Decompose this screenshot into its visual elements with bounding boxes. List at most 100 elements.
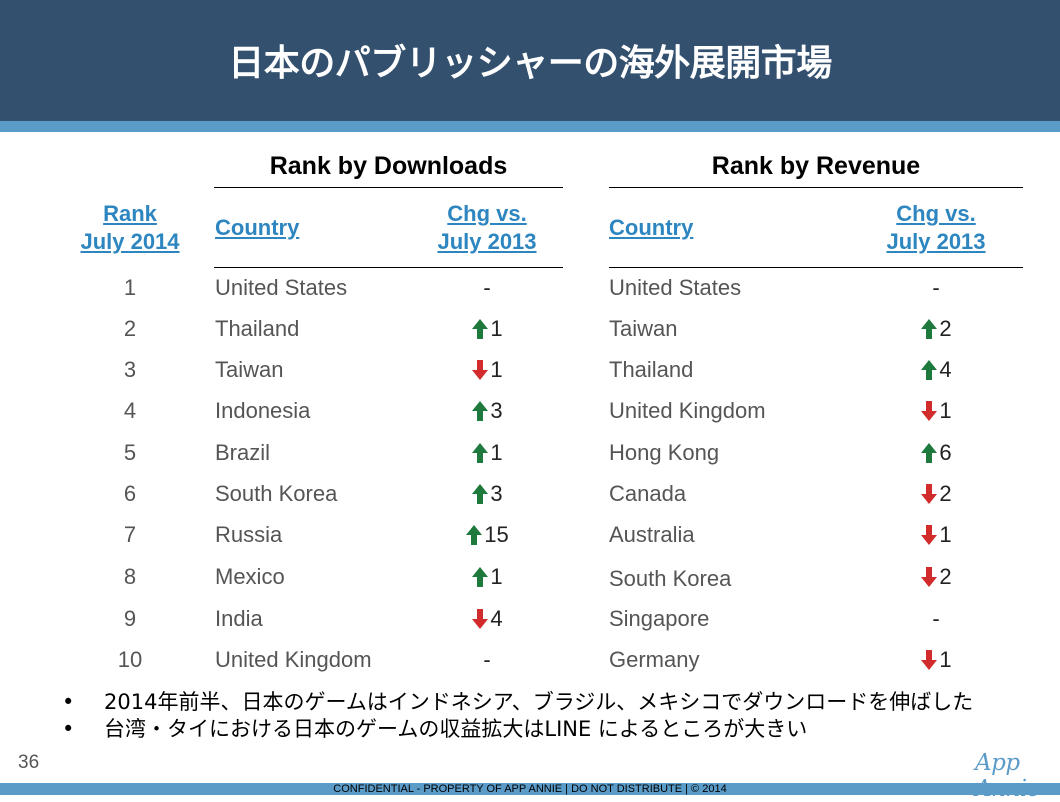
- downloads-chg-header-line2: July 2013: [437, 229, 537, 254]
- downloads-country-cell: United States: [215, 275, 348, 300]
- downloads-top-rule: [214, 187, 563, 188]
- revenue-change-cell: 4: [886, 357, 986, 383]
- revenue-country-cell: South Korea: [609, 566, 732, 591]
- change-value: -: [483, 647, 491, 672]
- rank-header-line1: Rank: [103, 201, 157, 226]
- bullet-dot: •: [62, 717, 75, 741]
- downloads-country-cell: Thailand: [215, 316, 300, 341]
- downloads-country-cell: United Kingdom: [215, 647, 372, 672]
- rank-cell: 6: [123, 481, 137, 506]
- change-value: -: [932, 275, 940, 300]
- revenue-country-cell: United Kingdom: [609, 398, 766, 423]
- change-value: 2: [939, 564, 952, 589]
- change-value: 15: [484, 522, 509, 547]
- downloads-country-cell: India: [215, 606, 263, 631]
- change-value: 3: [490, 398, 503, 423]
- change-value: 1: [490, 440, 503, 465]
- up-arrow-icon: [472, 443, 489, 463]
- downloads-change-cell: 1: [437, 316, 537, 342]
- revenue-change-cell: 1: [886, 522, 986, 548]
- up-arrow-icon: [472, 319, 489, 339]
- bullet-item: • 台湾・タイにおける日本のゲームの収益拡大はLINE によるところが大きい: [62, 716, 1042, 743]
- rank-cell: 4: [123, 398, 137, 423]
- revenue-change-cell: 6: [886, 440, 986, 466]
- downloads-country-cell: South Korea: [215, 481, 338, 506]
- rank-cell: 1: [123, 275, 137, 300]
- revenue-change-cell: 2: [886, 316, 986, 342]
- up-arrow-icon: [466, 525, 483, 545]
- up-arrow-icon: [921, 319, 938, 339]
- revenue-chg-header[interactable]: Chg vs. July 2013: [866, 200, 1006, 256]
- page-number: 36: [18, 752, 40, 773]
- down-arrow-icon: [472, 360, 489, 380]
- downloads-chg-header-line1: Chg vs.: [447, 201, 527, 226]
- downloads-country-cell: Indonesia: [215, 398, 311, 423]
- downloads-change-cell: 3: [437, 398, 537, 424]
- revenue-country-header[interactable]: Country: [609, 215, 694, 240]
- downloads-change-cell: 1: [437, 564, 537, 590]
- down-arrow-icon: [921, 401, 938, 421]
- revenue-chg-header-line2: July 2013: [886, 229, 986, 254]
- down-arrow-icon: [921, 567, 938, 587]
- revenue-country-cell: Singapore: [609, 606, 710, 631]
- revenue-change-cell: -: [886, 606, 986, 632]
- change-value: -: [483, 275, 491, 300]
- bullet-list: • 2014年前半、日本のゲームはインドネシア、ブラジル、メキシコでダウンロード…: [62, 689, 1042, 743]
- rank-cell: 8: [123, 564, 137, 589]
- change-value: 1: [939, 647, 952, 672]
- up-arrow-icon: [472, 567, 489, 587]
- rank-cell: 10: [117, 647, 143, 672]
- bullet-text: 2014年前半、日本のゲームはインドネシア、ブラジル、メキシコでダウンロードを伸…: [104, 690, 974, 714]
- downloads-header-rule: [214, 267, 563, 268]
- change-value: 1: [490, 564, 503, 589]
- downloads-country-cell: Taiwan: [215, 357, 284, 382]
- downloads-change-cell: -: [437, 647, 537, 673]
- downloads-chg-header[interactable]: Chg vs. July 2013: [417, 200, 557, 256]
- revenue-country-cell: Australia: [609, 522, 695, 547]
- revenue-country-cell: United States: [609, 275, 742, 300]
- revenue-country-cell: Hong Kong: [609, 440, 720, 465]
- downloads-country-cell: Russia: [215, 522, 283, 547]
- downloads-change-cell: 3: [437, 481, 537, 507]
- revenue-heading: Rank by Revenue: [711, 152, 921, 180]
- up-arrow-icon: [921, 360, 938, 380]
- header-bar: [0, 0, 1060, 121]
- change-value: 1: [939, 398, 952, 423]
- up-arrow-icon: [472, 484, 489, 504]
- downloads-change-cell: 15: [437, 522, 537, 548]
- change-value: 2: [939, 481, 952, 506]
- revenue-chg-header-line1: Chg vs.: [896, 201, 976, 226]
- revenue-change-cell: 1: [886, 398, 986, 424]
- change-value: 4: [939, 357, 952, 382]
- bullet-item: • 2014年前半、日本のゲームはインドネシア、ブラジル、メキシコでダウンロード…: [62, 689, 1042, 716]
- change-value: 1: [939, 522, 952, 547]
- footer-stripe: [0, 783, 1060, 795]
- rank-cell: 9: [123, 606, 137, 631]
- rank-cell: 5: [123, 440, 137, 465]
- downloads-country-header[interactable]: Country: [215, 215, 300, 240]
- revenue-change-cell: -: [886, 275, 986, 301]
- change-value: 4: [490, 606, 503, 631]
- rank-header-line2: July 2014: [80, 229, 180, 254]
- revenue-top-rule: [609, 187, 1023, 188]
- bullet-text: 台湾・タイにおける日本のゲームの収益拡大はLINE によるところが大きい: [104, 717, 808, 741]
- revenue-change-cell: 1: [886, 647, 986, 673]
- revenue-country-cell: Canada: [609, 481, 687, 506]
- revenue-change-cell: 2: [886, 481, 986, 507]
- revenue-country-cell: Thailand: [609, 357, 694, 382]
- downloads-change-cell: -: [437, 275, 537, 301]
- bullet-dot: •: [62, 690, 75, 714]
- down-arrow-icon: [921, 525, 938, 545]
- down-arrow-icon: [921, 650, 938, 670]
- down-arrow-icon: [921, 484, 938, 504]
- downloads-country-cell: Brazil: [215, 440, 271, 465]
- change-value: -: [932, 606, 940, 631]
- downloads-change-cell: 4: [437, 606, 537, 632]
- rank-column-header[interactable]: Rank July 2014: [60, 200, 200, 256]
- change-value: 6: [939, 440, 952, 465]
- downloads-heading: Rank by Downloads: [269, 152, 508, 180]
- up-arrow-icon: [472, 401, 489, 421]
- footer-text: CONFIDENTIAL - PROPERTY OF APP ANNIE | D…: [333, 783, 727, 795]
- down-arrow-icon: [472, 609, 489, 629]
- rank-cell: 2: [123, 316, 137, 341]
